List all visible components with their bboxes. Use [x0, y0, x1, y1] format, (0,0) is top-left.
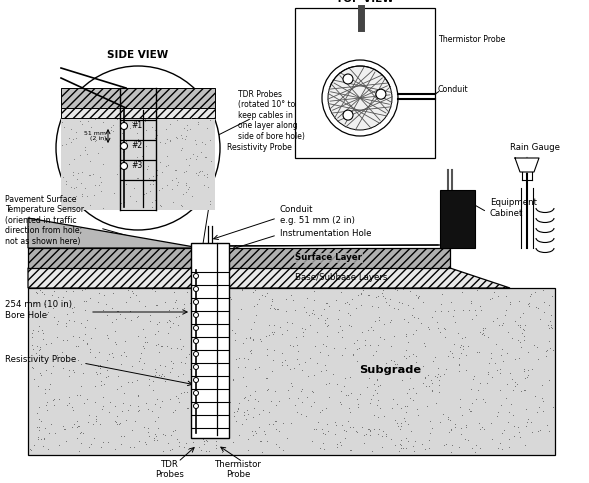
Text: Conduit
e.g. 51 mm (2 in): Conduit e.g. 51 mm (2 in) — [280, 205, 355, 225]
Text: Thermistor Probe: Thermistor Probe — [438, 35, 505, 44]
Circle shape — [121, 142, 127, 150]
Circle shape — [194, 352, 198, 356]
Circle shape — [194, 299, 198, 304]
Text: TOP VIEW: TOP VIEW — [336, 0, 394, 4]
Bar — [61, 118, 215, 210]
Bar — [191, 243, 229, 438]
Text: Conduit: Conduit — [438, 85, 469, 95]
Circle shape — [194, 390, 198, 396]
Text: Pavement Surface
Temperature Sensor
(oriented in traffic
direction from hole;
no: Pavement Surface Temperature Sensor (ori… — [5, 195, 84, 245]
Circle shape — [322, 60, 398, 136]
Circle shape — [376, 89, 386, 99]
Circle shape — [194, 286, 198, 292]
Circle shape — [343, 74, 353, 84]
Text: 254 mm (10 in)
Bore Hole: 254 mm (10 in) Bore Hole — [5, 300, 72, 320]
Text: Resistivity Probe: Resistivity Probe — [227, 143, 292, 153]
Text: TDR Probes
(rotated 10° to
keep cables in
one layer along
side of bore hole): TDR Probes (rotated 10° to keep cables i… — [238, 90, 305, 141]
Bar — [295, 8, 435, 158]
Polygon shape — [28, 268, 510, 288]
Text: #1: #1 — [131, 122, 142, 130]
Text: #2: #2 — [131, 142, 142, 151]
Text: 51 mm
(2 in): 51 mm (2 in) — [84, 130, 106, 142]
Bar — [28, 288, 555, 455]
Text: Resistivity Probe: Resistivity Probe — [5, 355, 76, 365]
Bar — [440, 190, 475, 248]
Text: Rain Gauge: Rain Gauge — [510, 143, 560, 153]
Text: Surface Layer: Surface Layer — [295, 254, 362, 262]
Text: Thermistor
Probe: Thermistor Probe — [214, 460, 262, 480]
Text: TDR
Probes: TDR Probes — [155, 460, 184, 480]
Polygon shape — [515, 158, 539, 172]
Text: Instrumentation Hole: Instrumentation Hole — [280, 228, 372, 238]
Bar — [61, 108, 215, 118]
Text: Subgrade: Subgrade — [359, 365, 421, 375]
Circle shape — [121, 123, 127, 129]
Circle shape — [194, 313, 198, 317]
Polygon shape — [28, 248, 450, 268]
Circle shape — [194, 403, 198, 409]
Circle shape — [194, 339, 198, 343]
Text: SIDE VIEW: SIDE VIEW — [107, 50, 168, 60]
Circle shape — [343, 110, 353, 120]
Text: Equipment
Cabinet: Equipment Cabinet — [490, 199, 537, 218]
Circle shape — [328, 66, 392, 130]
Circle shape — [194, 378, 198, 383]
Circle shape — [121, 162, 127, 170]
Text: #3: #3 — [131, 161, 143, 170]
Circle shape — [56, 66, 220, 230]
Polygon shape — [28, 218, 200, 248]
Bar — [61, 88, 215, 108]
Circle shape — [194, 326, 198, 330]
Circle shape — [194, 365, 198, 369]
Text: Base/Subbase Layers: Base/Subbase Layers — [295, 273, 388, 283]
Circle shape — [194, 273, 198, 279]
